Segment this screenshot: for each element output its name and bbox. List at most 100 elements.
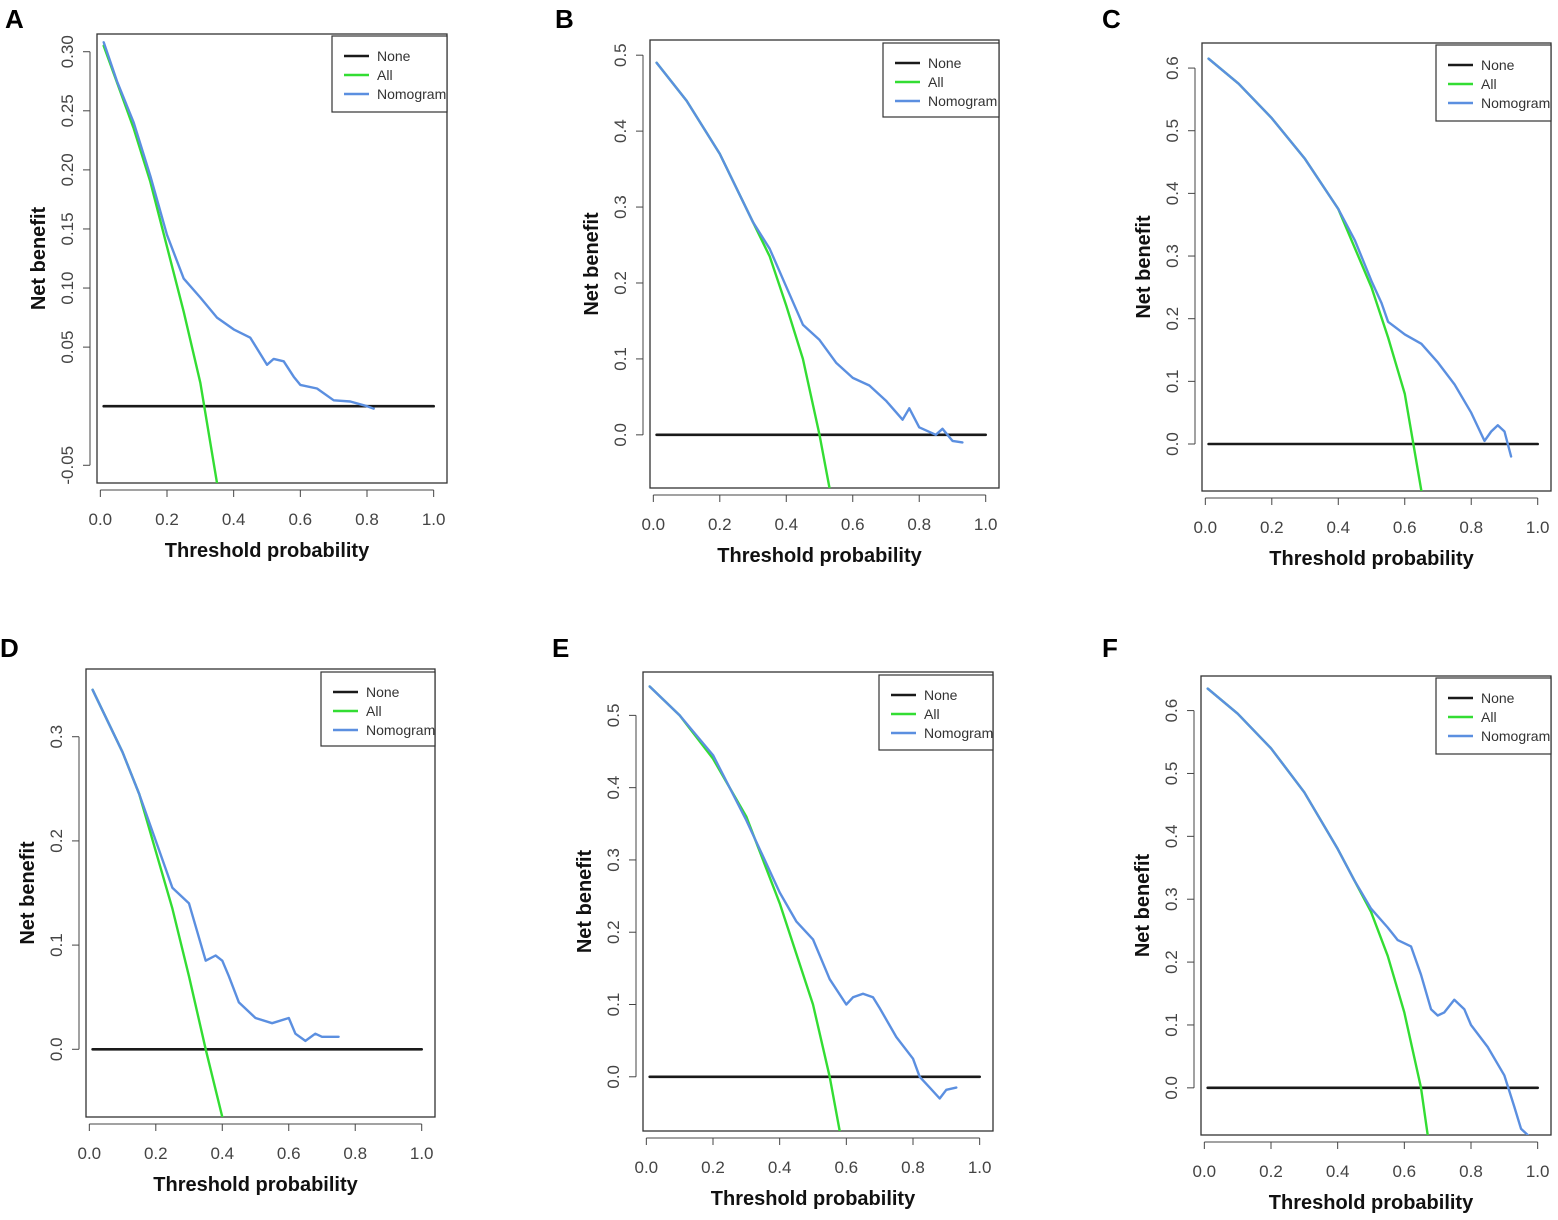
y-tick-label: 0.0: [47, 1037, 66, 1061]
y-tick-label: 0.25: [58, 94, 77, 127]
y-tick-label: 0.1: [1163, 370, 1182, 394]
panel-label-d: D: [0, 633, 19, 663]
series-group: [655, 61, 988, 488]
x-tick-label: 0.2: [1259, 1162, 1283, 1181]
legend-label-none: None: [377, 48, 411, 64]
plot-frame: [649, 39, 1000, 489]
y-tick-label: 0.4: [1162, 825, 1181, 849]
panel-label-c: C: [1102, 4, 1121, 34]
y-tick-label: 0.5: [611, 43, 630, 67]
y-axis-title: Net benefit: [581, 212, 603, 316]
panel-c: C 0.0 0.2 0.4 0.6 0.8 1.0 0.0 0.1 0.2 0.3 0.4 0.5 0.6…: [1102, 4, 1552, 570]
legend-label-nomogram: Nomogram: [928, 93, 997, 109]
series-all-line: [1207, 57, 1423, 491]
legend-box: [878, 674, 994, 751]
series-nomogram-line: [102, 41, 375, 410]
y-tick-label: 0.6: [1163, 56, 1182, 80]
series-nomogram-line: [1206, 687, 1529, 1135]
legend-label-all: All: [1481, 76, 1497, 92]
legend-label-nomogram: Nomogram: [366, 722, 435, 738]
y-tick-label: 0.1: [604, 993, 623, 1017]
plot-frame: [96, 33, 448, 484]
series-group: [91, 688, 424, 1117]
legend-label-all: All: [1481, 709, 1497, 725]
x-tick-label: 0.4: [774, 515, 798, 534]
x-tick-label: 1.0: [974, 515, 998, 534]
y-tick-label: 0.3: [1162, 887, 1181, 911]
panel-label-b: B: [555, 4, 574, 34]
series-group: [102, 41, 436, 483]
y-tick-label: 0.2: [611, 271, 630, 295]
y-tick-label: 0.0: [611, 423, 630, 447]
plot-frame: [1200, 675, 1552, 1136]
y-tick-label: 0.5: [604, 704, 623, 728]
x-tick-label: 1.0: [410, 1144, 434, 1163]
x-tick-label: 0.6: [841, 515, 865, 534]
series-all-line: [102, 44, 219, 483]
panel-f: F 0.0 0.2 0.4 0.6 0.8 1.0 0.0 0.1 0.2 0.3 0.4 0.5 0.6…: [1102, 633, 1552, 1214]
y-tick-label: 0.20: [58, 153, 77, 186]
panel-d: D 0.0 0.2 0.4 0.6 0.8 1.0 0.0 0.1 0.2 0.3 Threshold…: [0, 633, 436, 1196]
x-tick-label: 0.8: [343, 1144, 367, 1163]
y-tick-label: 0.6: [1162, 699, 1181, 723]
legend-label-all: All: [928, 74, 944, 90]
x-tick-label: 1.0: [1526, 518, 1550, 537]
x-tick-label: 0.4: [768, 1158, 792, 1177]
y-axis-title: Net benefit: [1133, 215, 1155, 319]
y-axis: -0.05 0.05 0.10 0.15 0.20 0.25 0.30: [58, 35, 91, 485]
legend: None All Nomogram: [320, 671, 436, 747]
x-tick-label: 0.4: [1326, 518, 1350, 537]
series-nomogram-line: [655, 61, 964, 444]
y-tick-label: 0.10: [58, 271, 77, 304]
x-axis-title: Threshold probability: [711, 1188, 916, 1210]
series-group: [1206, 687, 1539, 1135]
legend: None All Nomogram: [1435, 44, 1552, 122]
panel-a: A 0.0 0.2 0.4 0.6 0.8 1.0 -0.05 0.05 0.10 0.15 0.20…: [5, 4, 448, 562]
y-tick-label: 0.1: [611, 347, 630, 371]
legend-label-none: None: [366, 684, 400, 700]
legend-label-none: None: [1481, 57, 1515, 73]
x-tick-label: 0.2: [1260, 518, 1284, 537]
x-axis-title: Threshold probability: [165, 540, 370, 562]
x-axis: 0.0 0.2 0.4 0.6 0.8 1.0: [89, 489, 446, 529]
y-tick-label: 0.0: [604, 1065, 623, 1089]
legend-label-nomogram: Nomogram: [377, 86, 446, 102]
y-tick-label: 0.5: [1163, 119, 1182, 143]
x-axis-title: Threshold probability: [1269, 1192, 1474, 1214]
y-tick-label: 0.15: [58, 212, 77, 245]
x-tick-label: 0.0: [1194, 518, 1218, 537]
x-axis-title: Threshold probability: [717, 545, 922, 567]
x-tick-label: 0.4: [210, 1144, 234, 1163]
panel-label-a: A: [5, 4, 24, 34]
x-tick-label: 0.6: [1393, 1162, 1417, 1181]
legend-label-none: None: [928, 55, 962, 71]
x-tick-label: 0.6: [835, 1158, 859, 1177]
x-tick-label: 0.0: [1193, 1162, 1217, 1181]
series-all-line: [655, 61, 831, 488]
y-axis: 0.0 0.1 0.2 0.3 0.4 0.5: [604, 704, 637, 1089]
y-axis: 0.0 0.1 0.2 0.3 0.4 0.5 0.6: [1162, 699, 1195, 1100]
legend-label-none: None: [924, 687, 958, 703]
y-tick-label: 0.4: [611, 119, 630, 143]
panel-b: B 0.0 0.2 0.4 0.6 0.8 1.0 0.0 0.1 0.2 0.3 0.4 0.5 Thr…: [555, 4, 1000, 567]
x-tick-label: 0.2: [708, 515, 732, 534]
series-all-line: [648, 685, 841, 1131]
x-axis: 0.0 0.2 0.4 0.6 0.8 1.0: [642, 494, 998, 534]
y-axis-title: Net benefit: [1132, 853, 1154, 957]
y-axis: 0.0 0.1 0.2 0.3: [47, 725, 80, 1061]
y-tick-label: 0.30: [58, 35, 77, 68]
x-axis: 0.0 0.2 0.4 0.6 0.8 1.0: [1193, 1141, 1549, 1181]
y-tick-label: 0.2: [47, 829, 66, 853]
y-tick-label: 0.05: [58, 331, 77, 364]
panel-e: E 0.0 0.2 0.4 0.6 0.8 1.0 0.0 0.1 0.2 0.3 0.4 0.5 Thr…: [552, 633, 994, 1210]
y-tick-label: 0.5: [1162, 762, 1181, 786]
panel-label-f: F: [1102, 633, 1118, 663]
legend-label-nomogram: Nomogram: [1481, 728, 1550, 744]
x-axis: 0.0 0.2 0.4 0.6 0.8 1.0: [1194, 497, 1550, 537]
x-tick-label: 0.8: [907, 515, 931, 534]
x-axis-title: Threshold probability: [1269, 548, 1474, 570]
y-axis: 0.0 0.1 0.2 0.3 0.4 0.5: [611, 43, 644, 447]
x-tick-label: 1.0: [422, 510, 446, 529]
x-tick-label: 0.6: [1393, 518, 1417, 537]
x-axis-title: Threshold probability: [153, 1174, 358, 1196]
